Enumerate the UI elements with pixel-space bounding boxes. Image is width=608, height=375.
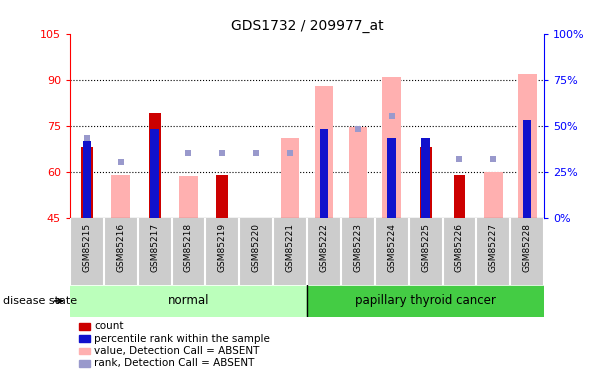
Title: GDS1732 / 209977_at: GDS1732 / 209977_at (230, 19, 384, 33)
Bar (420, 147, 432, 218)
Bar (149, 113, 161, 218)
Text: GSM85226: GSM85226 (455, 223, 464, 272)
Bar (348, 127, 367, 218)
Text: percentile rank within the sample: percentile rank within the sample (94, 334, 270, 344)
Text: GSM85227: GSM85227 (489, 223, 498, 272)
Text: GSM85220: GSM85220 (252, 223, 261, 272)
Bar (315, 86, 333, 218)
Bar (281, 138, 299, 218)
Bar (216, 175, 228, 217)
Bar (484, 172, 503, 217)
Text: disease state: disease state (3, 296, 77, 306)
Bar (320, 129, 328, 217)
Text: GSM85223: GSM85223 (353, 223, 362, 272)
Bar (81, 147, 93, 218)
Bar (523, 120, 531, 218)
Text: GSM85221: GSM85221 (286, 223, 295, 272)
Text: GSM85225: GSM85225 (421, 223, 430, 272)
Text: GSM85219: GSM85219 (218, 223, 227, 272)
Text: value, Detection Call = ABSENT: value, Detection Call = ABSENT (94, 346, 260, 356)
Bar (179, 176, 198, 218)
Text: GSM85228: GSM85228 (523, 223, 532, 272)
Bar (421, 138, 430, 218)
Text: normal: normal (168, 294, 209, 307)
Bar (454, 175, 465, 217)
Bar (387, 138, 396, 218)
Bar (111, 175, 130, 217)
Bar (150, 129, 159, 217)
Text: count: count (94, 321, 124, 331)
Bar (382, 76, 401, 218)
Text: GSM85222: GSM85222 (319, 223, 328, 272)
Bar (83, 141, 91, 218)
Text: rank, Detection Call = ABSENT: rank, Detection Call = ABSENT (94, 358, 255, 368)
Bar (518, 74, 536, 217)
Text: GSM85218: GSM85218 (184, 223, 193, 272)
Text: GSM85224: GSM85224 (387, 223, 396, 272)
Text: GSM85215: GSM85215 (82, 223, 91, 272)
Bar (70, 286, 307, 316)
Bar (307, 286, 544, 316)
Text: GSM85217: GSM85217 (150, 223, 159, 272)
Text: GSM85216: GSM85216 (116, 223, 125, 272)
Text: papillary thyroid cancer: papillary thyroid cancer (355, 294, 496, 307)
